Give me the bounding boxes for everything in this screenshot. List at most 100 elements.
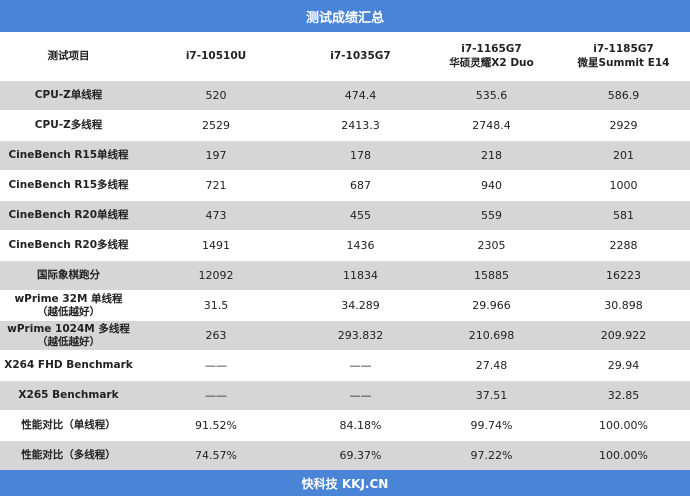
header-col-2-line1: i7-1035G7 bbox=[330, 50, 391, 62]
cell-value: 520 bbox=[137, 80, 295, 111]
cell-value: —— bbox=[137, 350, 295, 381]
table-row: 性能对比（单线程） 91.52% 84.18% 99.74% 100.00% bbox=[0, 410, 690, 441]
table-header-row: 测试项目 i7-10510U i7-1035G7 i7-1165G7 华硕灵耀X… bbox=[0, 32, 690, 81]
benchmark-table: 测试项目 i7-10510U i7-1035G7 i7-1165G7 华硕灵耀X… bbox=[0, 32, 690, 471]
cell-value: 69.37% bbox=[295, 440, 426, 471]
row-label: 国际象棋跑分 bbox=[0, 260, 137, 291]
cell-value: 535.6 bbox=[426, 80, 557, 111]
cell-value: 2529 bbox=[137, 110, 295, 141]
row-label-text: X264 FHD Benchmark bbox=[4, 359, 133, 371]
cell-value: 91.52% bbox=[137, 410, 295, 441]
cell-value: 2748.4 bbox=[426, 110, 557, 141]
row-label-text: wPrime 32M 单线程 bbox=[14, 292, 123, 305]
cell-value: —— bbox=[295, 350, 426, 381]
cell-value: 1436 bbox=[295, 230, 426, 261]
table-row: wPrime 1024M 多线程 （越低越好） 263 293.832 210.698 2… bbox=[0, 320, 690, 351]
row-label-text: X265 Benchmark bbox=[18, 389, 119, 401]
footer-watermark: 快科技 KKJ.CN bbox=[0, 470, 690, 496]
table-row: X265 Benchmark —— —— 37.51 32.85 bbox=[0, 380, 690, 411]
header-col-1-line1: i7-10510U bbox=[185, 50, 247, 62]
cell-value: 29.94 bbox=[557, 350, 690, 381]
row-label-text: 国际象棋跑分 bbox=[37, 269, 100, 281]
row-label: CPU-Z单线程 bbox=[0, 80, 137, 111]
table-body: CPU-Z单线程 520 474.4 535.6 586.9 CPU-Z多线程 2529 24… bbox=[0, 80, 690, 471]
cell-value: 1000 bbox=[557, 170, 690, 201]
cell-value: 2288 bbox=[557, 230, 690, 261]
cell-value: 559 bbox=[426, 200, 557, 231]
cell-value: 11834 bbox=[295, 260, 426, 291]
cell-value: 455 bbox=[295, 200, 426, 231]
cell-value: 37.51 bbox=[426, 380, 557, 411]
cell-value: 473 bbox=[137, 200, 295, 231]
table-row: CineBench R20多线程 1491 1436 2305 2288 bbox=[0, 230, 690, 261]
cell-value: 30.898 bbox=[557, 290, 690, 321]
row-label: wPrime 32M 单线程 （越低越好） bbox=[0, 290, 137, 321]
row-label: CineBench R20单线程 bbox=[0, 200, 137, 231]
row-label-note: （越低越好） bbox=[37, 335, 100, 348]
table-row: CPU-Z单线程 520 474.4 535.6 586.9 bbox=[0, 80, 690, 111]
header-col-3: i7-1165G7 华硕灵耀X2 Duo bbox=[426, 32, 557, 81]
table-row: 性能对比（多线程） 74.57% 69.37% 97.22% 100.00% bbox=[0, 440, 690, 471]
cell-value: 74.57% bbox=[137, 440, 295, 471]
header-col-4-line2: 微星Summit E14 bbox=[577, 57, 670, 69]
cell-value: 29.966 bbox=[426, 290, 557, 321]
cell-value: 209.922 bbox=[557, 320, 690, 351]
row-label-text: CineBench R20多线程 bbox=[8, 239, 129, 251]
header-col-1: i7-10510U bbox=[137, 32, 295, 81]
cell-value: 12092 bbox=[137, 260, 295, 291]
row-label-text: CineBench R15单线程 bbox=[8, 149, 129, 161]
row-label-text: wPrime 1024M 多线程 bbox=[7, 322, 130, 335]
table-row: 国际象棋跑分 12092 11834 15885 16223 bbox=[0, 260, 690, 291]
cell-value: 16223 bbox=[557, 260, 690, 291]
row-label-text: CPU-Z单线程 bbox=[34, 89, 103, 101]
header-col-4-line1: i7-1185G7 bbox=[593, 43, 654, 55]
cell-value: 97.22% bbox=[426, 440, 557, 471]
cell-value: 27.48 bbox=[426, 350, 557, 381]
cell-value: 263 bbox=[137, 320, 295, 351]
row-label-text: CineBench R15多线程 bbox=[8, 179, 129, 191]
cell-value: 15885 bbox=[426, 260, 557, 291]
cell-value: 2929 bbox=[557, 110, 690, 141]
page-title: 测试成绩汇总 bbox=[0, 0, 690, 32]
cell-value: 210.698 bbox=[426, 320, 557, 351]
row-label: 性能对比（多线程） bbox=[0, 440, 137, 471]
header-col-2: i7-1035G7 bbox=[295, 32, 426, 81]
cell-value: 31.5 bbox=[137, 290, 295, 321]
cell-value: —— bbox=[295, 380, 426, 411]
cell-value: 197 bbox=[137, 140, 295, 171]
cell-value: 687 bbox=[295, 170, 426, 201]
header-label: 测试项目 bbox=[0, 32, 137, 81]
header-col-3-line2: 华硕灵耀X2 Duo bbox=[449, 57, 534, 69]
cell-value: 178 bbox=[295, 140, 426, 171]
row-label: CPU-Z多线程 bbox=[0, 110, 137, 141]
cell-value: 1491 bbox=[137, 230, 295, 261]
table-row: wPrime 32M 单线程 （越低越好） 31.5 34.289 29.966 30.8… bbox=[0, 290, 690, 321]
cell-value: 2305 bbox=[426, 230, 557, 261]
cell-value: 721 bbox=[137, 170, 295, 201]
row-label-text: 性能对比（多线程） bbox=[21, 449, 116, 461]
table-row: CineBench R15多线程 721 687 940 1000 bbox=[0, 170, 690, 201]
cell-value: 293.832 bbox=[295, 320, 426, 351]
row-label-text: CineBench R20单线程 bbox=[8, 209, 129, 221]
table-row: CineBench R15单线程 197 178 218 201 bbox=[0, 140, 690, 171]
cell-value: 100.00% bbox=[557, 410, 690, 441]
row-label: CineBench R15多线程 bbox=[0, 170, 137, 201]
row-label: X265 Benchmark bbox=[0, 380, 137, 411]
row-label-text: 性能对比（单线程） bbox=[21, 419, 116, 431]
row-label: CineBench R20多线程 bbox=[0, 230, 137, 261]
cell-value: 84.18% bbox=[295, 410, 426, 441]
row-label: X264 FHD Benchmark bbox=[0, 350, 137, 381]
cell-value: 2413.3 bbox=[295, 110, 426, 141]
cell-value: 34.289 bbox=[295, 290, 426, 321]
cell-value: 201 bbox=[557, 140, 690, 171]
table-row: CPU-Z多线程 2529 2413.3 2748.4 2929 bbox=[0, 110, 690, 141]
cell-value: 586.9 bbox=[557, 80, 690, 111]
table-row: X264 FHD Benchmark —— —— 27.48 29.94 bbox=[0, 350, 690, 381]
cell-value: 474.4 bbox=[295, 80, 426, 111]
row-label: wPrime 1024M 多线程 （越低越好） bbox=[0, 320, 137, 351]
cell-value: 99.74% bbox=[426, 410, 557, 441]
cell-value: 218 bbox=[426, 140, 557, 171]
cell-value: 940 bbox=[426, 170, 557, 201]
cell-value: —— bbox=[137, 380, 295, 411]
